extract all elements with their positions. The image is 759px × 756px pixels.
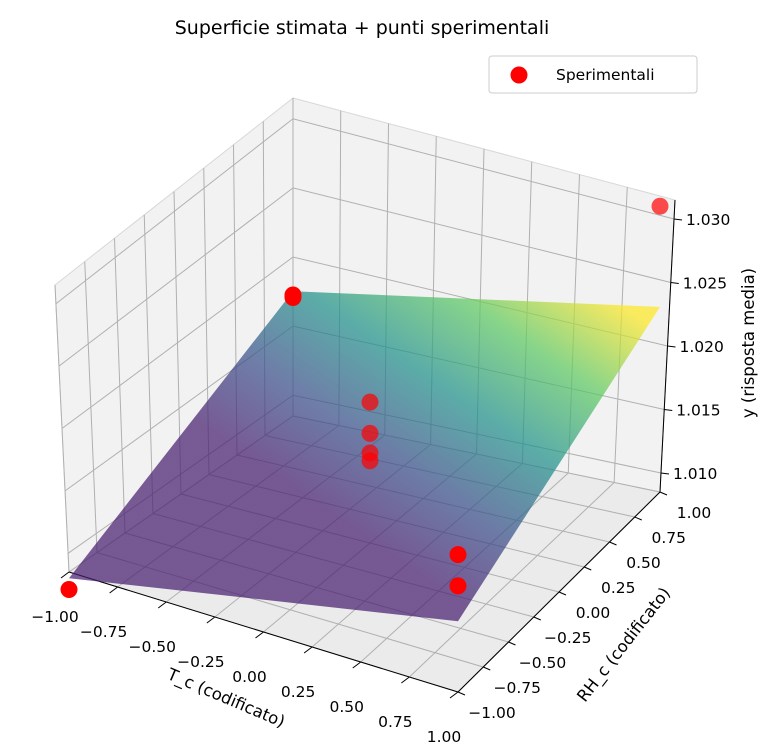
experimental-point [361,444,379,462]
z-tick-label: 1.030 [686,211,730,229]
x-tick-mark [255,631,264,639]
z-axis-label: y (risposta media) [739,268,758,418]
x-tick-label: −0.50 [129,638,177,656]
x-axis-line [68,571,459,693]
y-tick-mark [634,516,642,521]
x-tick-label: 0.00 [232,668,267,686]
y-tick-mark [533,616,541,621]
x-tick-label: −0.75 [80,623,128,641]
y-tick-mark [457,691,466,696]
x-tick-mark [449,691,459,699]
x-tick-mark [401,676,410,684]
y-tick-mark [508,641,516,646]
y-tick-mark [659,491,668,496]
x-axis-label: T_c (codificato) [163,664,288,732]
y-tick-label: 0.00 [576,604,611,622]
legend: Sperimentali [488,55,698,94]
y-tick-label: −1.00 [468,704,516,722]
y-tick-label: 1.00 [677,504,712,522]
experimental-points [60,197,669,598]
z-tick-mark [660,472,670,475]
tick-labels: −1.00−0.75−0.50−0.250.000.250.500.751.00… [31,211,730,746]
legend-box [488,55,698,94]
x-tick-label: −1.00 [31,608,79,626]
experimental-point [361,393,379,411]
y-axis-line [457,491,661,693]
z-tick-label: 1.010 [673,465,717,483]
chart-title: Superficie stimata + punti sperimentali [175,17,550,39]
z-tick-mark [664,408,673,411]
experimental-point [60,581,78,598]
x-tick-label: 1.00 [427,728,462,746]
experimental-point [651,197,669,215]
y-tick-label: −0.50 [519,654,567,672]
x-tick-mark [206,616,216,624]
experimental-point [361,424,379,442]
legend-label: Sperimentali [556,66,655,84]
experimental-point [449,577,467,595]
legend-marker [510,66,528,84]
x-tick-mark [109,586,118,594]
x-tick-mark [60,571,70,579]
y-tick-mark [609,541,617,546]
x-tick-mark [157,601,167,609]
z-axis-line [659,199,676,493]
y-tick-label: 0.50 [626,554,661,572]
y-tick-mark [584,566,592,571]
experimental-point [449,546,467,564]
x-tick-mark [352,661,362,669]
z-tick-mark [667,345,676,348]
x-tick-label: 0.25 [281,683,316,701]
y-tick-label: −0.75 [494,679,542,697]
z-tick-mark [670,282,679,285]
z-tick-mark [673,218,683,221]
y-tick-mark [483,666,491,671]
y-tick-mark [558,591,567,596]
x-tick-label: 0.75 [378,713,413,731]
y-tick-label: 0.25 [601,579,636,597]
x-tick-mark [303,646,313,654]
z-tick-label: 1.015 [676,401,720,419]
axes [60,199,683,699]
y-tick-label: −0.25 [544,629,592,647]
experimental-point [284,286,302,304]
z-tick-label: 1.025 [683,275,727,293]
y-tick-label: 0.75 [651,529,686,547]
z-tick-label: 1.020 [680,338,724,356]
x-tick-label: 0.50 [329,698,364,716]
x-tick-label: −0.25 [177,653,225,671]
